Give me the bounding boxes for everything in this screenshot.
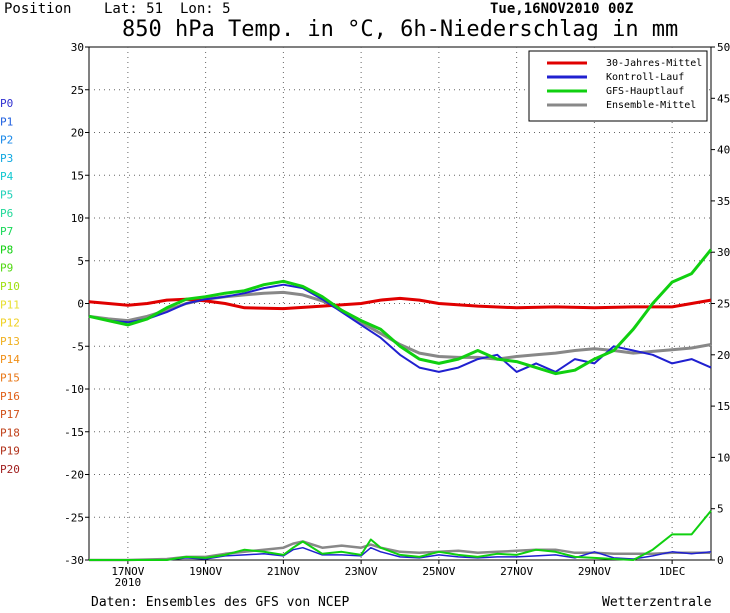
y2-tick-label: 20 xyxy=(717,349,730,362)
member-label-p9: P9 xyxy=(0,262,13,275)
position-label: Position xyxy=(4,1,71,17)
brand-label: Wetterzentrale xyxy=(602,595,712,609)
precip-line-gfs xyxy=(89,510,712,561)
y2-tick-label: 25 xyxy=(717,298,730,311)
run-date-label: Tue,16NOV2010 00Z xyxy=(490,1,633,17)
member-label-p6: P6 xyxy=(0,207,13,220)
axis-layer: 302520151050-5-10-15-20-25-3050454035302… xyxy=(64,41,730,589)
y2-tick-label: 40 xyxy=(717,144,730,157)
member-label-p7: P7 xyxy=(0,225,13,238)
member-label-p10: P10 xyxy=(0,280,20,293)
x-tick-label: 29NOV xyxy=(578,565,611,578)
y-tick-label: 5 xyxy=(77,255,84,268)
y2-tick-label: 10 xyxy=(717,451,730,464)
x-tick-sublabel: 2010 xyxy=(115,576,142,589)
member-label-p15: P15 xyxy=(0,372,20,385)
precipitation-layer xyxy=(89,510,712,562)
y-tick-label: 25 xyxy=(71,84,84,97)
y-tick-label: -20 xyxy=(64,469,84,482)
y2-tick-label: 15 xyxy=(717,400,730,413)
temp-line-gfs xyxy=(88,248,713,376)
chart-title: 850 hPa Temp. in °C, 6h-Niederschlag in … xyxy=(122,17,678,42)
legend: 30-Jahres-Mittel Kontroll-Lauf GFS-Haupt… xyxy=(528,50,708,122)
x-tick-label: 19NOV xyxy=(189,565,222,578)
y-tick-label: -10 xyxy=(64,383,84,396)
member-label-p17: P17 xyxy=(0,408,20,421)
member-label-p20: P20 xyxy=(0,463,20,476)
x-tick-label: 1DEC xyxy=(659,565,686,578)
member-label-p11: P11 xyxy=(0,298,20,311)
y-tick-label: -25 xyxy=(64,511,84,524)
precip-line-control xyxy=(89,546,712,561)
y-tick-label: 0 xyxy=(77,298,84,311)
member-label-p12: P12 xyxy=(0,317,20,330)
y-tick-label: -15 xyxy=(64,426,84,439)
member-label-p2: P2 xyxy=(0,134,13,147)
member-labels: P0 P1 P2 P3 P4 P5 P6 P7 P8 P9 P10 P11 P12 P13 P14 P15 P1… xyxy=(0,97,20,476)
member-label-p13: P13 xyxy=(0,335,20,348)
x-tick-label: 17NOV xyxy=(111,565,144,578)
legend-label-control: Kontroll-Lauf xyxy=(606,72,684,83)
y-tick-label: 15 xyxy=(71,169,84,182)
y-tick-label: -30 xyxy=(64,554,84,567)
x-tick-label: 21NOV xyxy=(267,565,300,578)
y-tick-label: 30 xyxy=(71,41,84,54)
y2-tick-label: 0 xyxy=(717,554,724,567)
member-label-p18: P18 xyxy=(0,426,20,439)
member-label-p14: P14 xyxy=(0,353,20,366)
y-tick-label: 20 xyxy=(71,127,84,140)
y-tick-label: -5 xyxy=(71,340,84,353)
y2-tick-label: 30 xyxy=(717,246,730,259)
member-label-p1: P1 xyxy=(0,115,13,128)
grid-layer xyxy=(89,47,711,560)
member-label-p0: P0 xyxy=(0,97,13,110)
longitude-label: Lon: 5 xyxy=(180,1,231,17)
member-label-p8: P8 xyxy=(0,243,13,256)
y-tick-label: 10 xyxy=(71,212,84,225)
member-label-p3: P3 xyxy=(0,152,13,165)
member-label-p19: P19 xyxy=(0,445,20,458)
y2-tick-label: 5 xyxy=(717,503,724,516)
member-label-p4: P4 xyxy=(0,170,14,183)
legend-label-climate: 30-Jahres-Mittel xyxy=(606,58,702,69)
x-tick-label: 25NOV xyxy=(422,565,455,578)
y2-tick-label: 50 xyxy=(717,41,730,54)
y2-tick-label: 45 xyxy=(717,92,730,105)
x-tick-label: 27NOV xyxy=(500,565,533,578)
temp-line-climate xyxy=(88,296,712,311)
member-label-p16: P16 xyxy=(0,390,20,403)
member-label-p5: P5 xyxy=(0,189,13,202)
x-tick-label: 23NOV xyxy=(345,565,378,578)
temperature-layer xyxy=(88,248,713,376)
y2-tick-label: 35 xyxy=(717,195,730,208)
legend-label-gfs: GFS-Hauptlauf xyxy=(606,86,684,97)
legend-label-mean: Ensemble-Mittel xyxy=(606,100,696,111)
data-source-label: Daten: Ensembles des GFS von NCEP xyxy=(91,595,349,609)
latitude-label: Lat: 51 xyxy=(104,1,163,17)
